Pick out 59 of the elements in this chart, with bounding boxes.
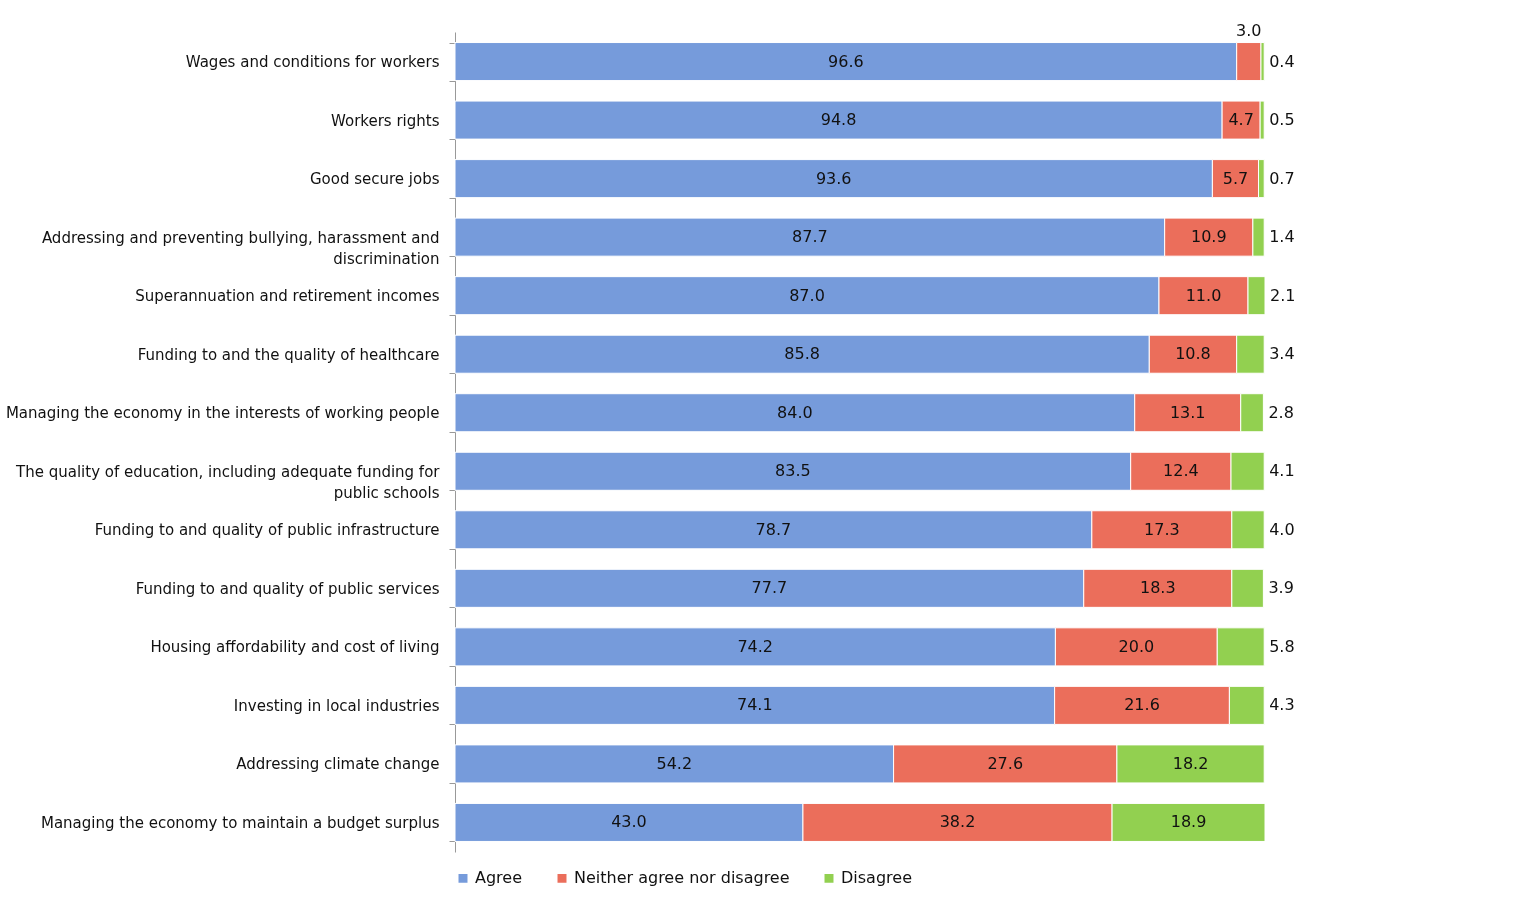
legend-label: Neither agree nor disagree <box>574 868 790 888</box>
y-tick-label: Funding to and quality of public services <box>135 579 440 598</box>
data-label: 84.0 <box>777 402 813 422</box>
data-label: 4.7 <box>1228 110 1254 130</box>
y-tick-label: Funding to and quality of public infrastructure <box>94 521 440 540</box>
data-label: 74.2 <box>737 636 774 656</box>
data-label: 2.8 <box>1268 402 1294 422</box>
data-label: 2.1 <box>1270 285 1296 305</box>
data-label: 10.9 <box>1190 227 1227 247</box>
data-label: 1.4 <box>1269 227 1295 247</box>
data-label: 43.0 <box>611 812 647 832</box>
data-label: 93.6 <box>815 168 852 188</box>
y-tick-label: Superannuation and retirement incomes <box>135 287 440 306</box>
y-tick-label: Funding to and the quality of healthcare <box>137 345 440 364</box>
data-label: 85.8 <box>784 344 820 364</box>
legend-label: Disagree <box>841 868 912 888</box>
data-label: 5.7 <box>1222 168 1249 188</box>
y-tick-label: Managing the economy to maintain a budget surplus <box>40 813 440 832</box>
data-label: 96.6 <box>828 51 864 71</box>
data-label: 38.2 <box>939 812 976 832</box>
data-label: 12.4 <box>1163 461 1199 481</box>
data-label: 20.0 <box>1118 636 1155 656</box>
data-label: 3.4 <box>1269 344 1295 364</box>
y-tick-label: Workers rights <box>331 111 440 130</box>
y-tick-label: Investing in local industries <box>233 696 440 715</box>
data-label: 18.9 <box>1170 812 1207 832</box>
data-label: 83.5 <box>775 461 811 481</box>
data-label: 74.1 <box>736 695 773 715</box>
data-label: 87.0 <box>789 285 825 305</box>
data-label: 3.9 <box>1268 578 1294 598</box>
legend-label: Agree <box>475 868 523 888</box>
y-tick-label: Addressing and preventing bullying, harassment and discrimination <box>41 228 440 268</box>
y-tick-label: Good secure jobs <box>309 170 440 189</box>
data-label: 18.3 <box>1139 578 1176 598</box>
data-label: 54.2 <box>656 753 693 773</box>
data-label: 17.3 <box>1144 519 1180 539</box>
data-label: 78.7 <box>755 519 792 539</box>
y-tick-label: Wages and conditions for workers <box>185 53 440 72</box>
y-tick-label: Addressing climate change <box>236 755 440 774</box>
data-label: 4.1 <box>1269 461 1295 481</box>
data-label: 21.6 <box>1124 695 1160 715</box>
y-tick-label: Managing the economy in the interests of working people <box>5 404 440 423</box>
data-label: 77.7 <box>751 578 788 598</box>
data-label: 13.1 <box>1169 402 1206 422</box>
data-label: 4.3 <box>1269 695 1295 715</box>
data-label: 0.7 <box>1269 168 1295 188</box>
data-label: 87.7 <box>792 227 828 247</box>
y-tick-label: The quality of education, including adequate funding for public schools <box>15 462 441 502</box>
data-label: 3.0 <box>1236 20 1262 40</box>
data-label: 94.8 <box>820 110 857 130</box>
data-label: 0.4 <box>1269 51 1295 71</box>
data-label: 4.0 <box>1269 519 1295 539</box>
data-label: 10.8 <box>1175 344 1211 364</box>
data-label: 0.5 <box>1269 110 1295 130</box>
data-label: 5.8 <box>1269 636 1295 656</box>
data-label: 11.0 <box>1185 285 1222 305</box>
data-label: 18.2 <box>1172 753 1209 773</box>
y-tick-label: Housing affordability and cost of living <box>150 638 440 657</box>
data-label: 27.6 <box>987 753 1024 773</box>
